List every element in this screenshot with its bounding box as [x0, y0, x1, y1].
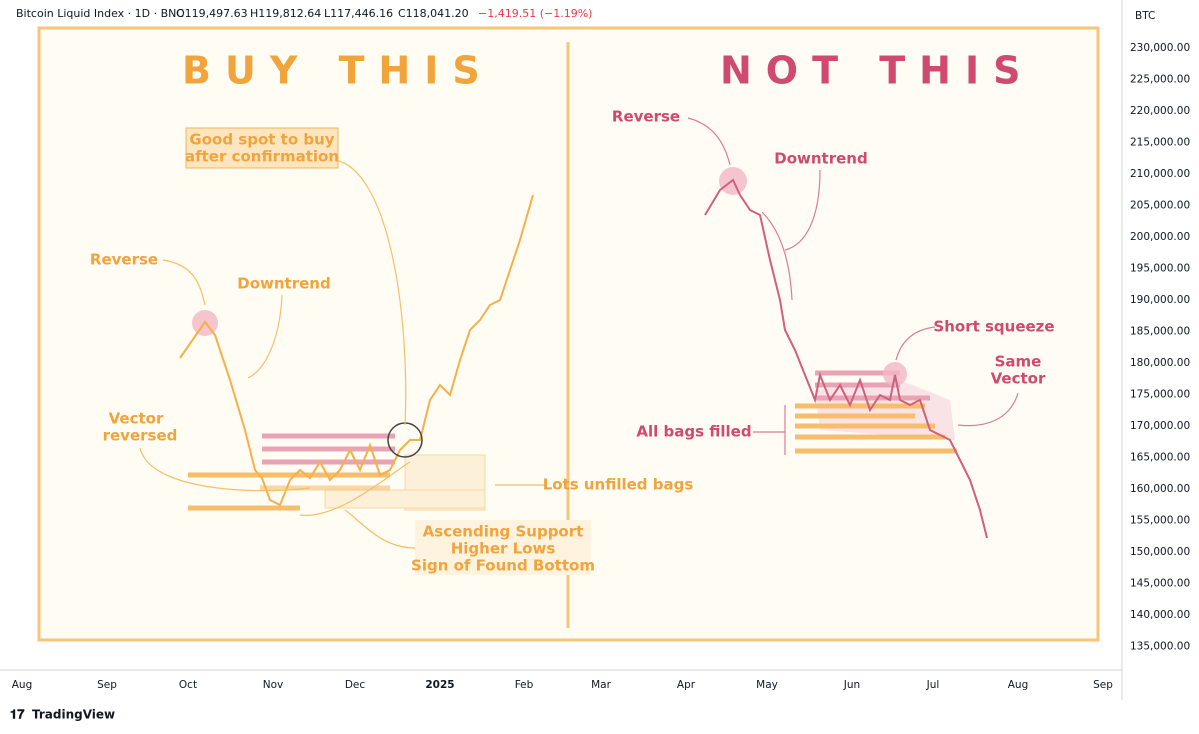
price-label: 200,000.00 [1130, 231, 1190, 243]
right-downtrend: Downtrend [774, 150, 867, 168]
price-label: 230,000.00 [1130, 42, 1190, 54]
price-label: 165,000.00 [1130, 452, 1190, 464]
price-label: 220,000.00 [1130, 105, 1190, 117]
price-label: 180,000.00 [1130, 357, 1190, 369]
brand-logo: 𝟏𝟕 [10, 708, 25, 723]
all-bags-filled: All bags filled [636, 423, 751, 441]
price-label: 135,000.00 [1130, 641, 1190, 653]
right-price-line [704, 178, 988, 539]
left-bags [188, 433, 486, 511]
right-connectors [687, 117, 1019, 455]
time-label: Jun [843, 679, 860, 691]
price-label: 140,000.00 [1130, 609, 1190, 621]
symbol: Bitcoin Liquid Index · 1D · BNC [16, 7, 184, 20]
right-reverse: Reverse [612, 108, 680, 126]
left-price-line [179, 194, 534, 507]
low: L117,446.16 [324, 7, 393, 20]
support-2: Higher Lows [451, 540, 556, 558]
left-connectors [139, 159, 545, 549]
price-label: 225,000.00 [1130, 74, 1190, 86]
price-axis: 230,000.00 225,000.00 220,000.00 215,000.00… [1130, 42, 1190, 653]
axis-unit: BTC [1135, 10, 1155, 22]
good-spot-1: Good spot to buy [189, 131, 334, 149]
price-label: 170,000.00 [1130, 420, 1190, 432]
vector-1: Vector [109, 410, 164, 428]
price-label: 210,000.00 [1130, 168, 1190, 180]
time-label: 2025 [425, 679, 454, 691]
support-1: Ascending Support [423, 523, 584, 541]
support-box [415, 520, 591, 575]
time-label: Aug [1008, 679, 1029, 691]
time-label: Sep [1093, 679, 1113, 691]
close: C118,041.20 [398, 7, 469, 20]
price-label: 215,000.00 [1130, 137, 1190, 149]
price-label: 175,000.00 [1130, 389, 1190, 401]
right-title: NOT THIS [720, 49, 1035, 93]
price-label: 205,000.00 [1130, 200, 1190, 212]
left-reverse: Reverse [90, 251, 158, 269]
time-label: Sep [97, 679, 117, 691]
good-spot-box [185, 127, 339, 169]
squeeze-peak [883, 362, 907, 386]
time-label: Apr [677, 679, 696, 691]
time-label: Jul [926, 679, 940, 691]
time-label: Nov [263, 679, 284, 691]
time-label: Feb [515, 679, 534, 691]
good-spot-2: after confirmation [185, 148, 339, 166]
time-axis: Aug Sep Oct Nov Dec 2025 Feb Mar Apr May Jun Jul Aug… [12, 679, 1113, 691]
time-label: Dec [345, 679, 366, 691]
price-label: 155,000.00 [1130, 515, 1190, 527]
unfilled-bags: Lots unfilled bags [543, 476, 694, 494]
same-vector-1: Same [995, 353, 1042, 371]
price-label: 150,000.00 [1130, 546, 1190, 558]
high: H119,812.64 [250, 7, 321, 20]
left-downtrend: Downtrend [237, 275, 330, 293]
same-vector-2: Vector [991, 370, 1046, 388]
support-3: Sign of Found Bottom [411, 557, 595, 575]
time-label: Oct [179, 679, 197, 691]
change: −1,419.51 (−1.19%) [478, 7, 592, 20]
price-label: 185,000.00 [1130, 326, 1190, 338]
price-label: 160,000.00 [1130, 483, 1190, 495]
time-label: Mar [591, 679, 611, 691]
price-label: 190,000.00 [1130, 294, 1190, 306]
vector-2: reversed [103, 427, 178, 445]
brand: TradingView [32, 708, 115, 722]
time-label: Aug [12, 679, 33, 691]
left-title: BUY THIS [182, 49, 494, 93]
price-label: 195,000.00 [1130, 263, 1190, 275]
open: O119,497.63 [176, 7, 248, 20]
right-bags [795, 370, 957, 454]
price-label: 145,000.00 [1130, 578, 1190, 590]
short-squeeze: Short squeeze [933, 318, 1054, 336]
time-label: May [756, 679, 778, 691]
